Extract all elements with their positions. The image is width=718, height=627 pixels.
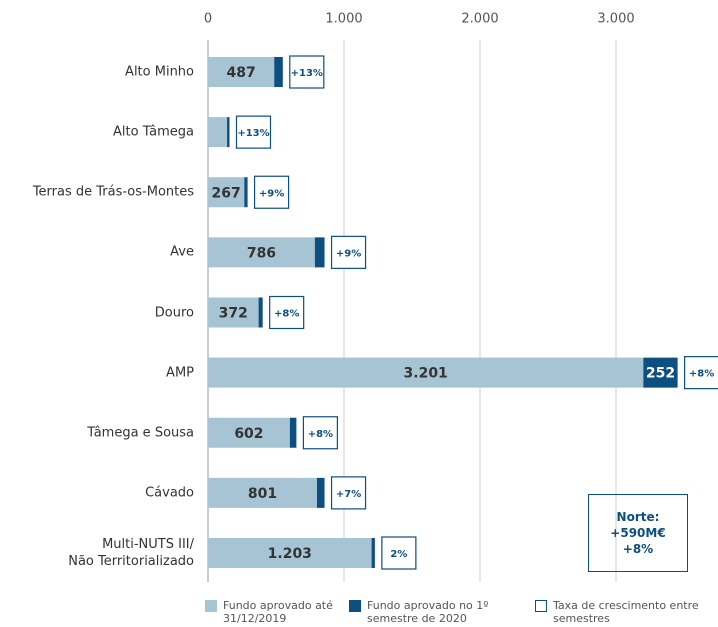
bar <box>208 57 275 87</box>
growth-box <box>684 356 718 390</box>
category-label: Alto Tâmega <box>113 124 194 140</box>
growth-label: +9% <box>259 188 284 199</box>
growth-label: +9% <box>336 248 361 259</box>
value-label: 1.203 <box>268 546 312 562</box>
category-label: Douro <box>154 305 194 320</box>
legend-swatch <box>205 600 217 612</box>
legend-label: Taxa de crescimento entre semestres <box>553 599 699 625</box>
category-label: Ave <box>170 244 194 260</box>
bar <box>208 117 228 148</box>
bar <box>227 117 230 148</box>
value-label: 252 <box>646 366 675 382</box>
bar <box>244 177 248 208</box>
growth-label: +13% <box>237 128 269 139</box>
value-label: 372 <box>219 306 248 322</box>
growth-label: +7% <box>336 489 361 500</box>
growth-box <box>269 295 305 330</box>
legend-swatch <box>535 600 547 612</box>
bar <box>208 297 259 328</box>
category-label: Terras de Trás-os-Montes <box>32 184 194 200</box>
annotation-box: Norte: +590M€ +8% <box>588 494 688 572</box>
category-label: Tâmega e Sousa <box>87 425 194 441</box>
value-label: 602 <box>234 426 263 442</box>
bar <box>316 477 325 508</box>
bar <box>208 417 290 448</box>
legend-swatch <box>349 600 361 612</box>
legend-label: Fundo aprovado até 31/12/2019 <box>223 599 333 625</box>
bar <box>208 177 245 208</box>
bar <box>274 57 283 87</box>
x-tick-label: 3.000 <box>597 12 634 27</box>
x-tick-label: 0 <box>204 12 212 27</box>
growth-label: +8% <box>274 309 299 320</box>
bar <box>289 417 297 448</box>
bar <box>208 357 644 388</box>
bar <box>371 538 375 568</box>
legend-item: Taxa de crescimento entre semestres <box>535 599 713 625</box>
growth-box <box>302 416 338 450</box>
x-tick-label: 1.000 <box>325 12 362 27</box>
x-tick-label: 2.000 <box>461 12 498 27</box>
category-label: Cávado <box>145 485 194 501</box>
category-label: AMP <box>166 365 194 381</box>
legend-item: Fundo aprovado no 1º semestre de 2020 <box>349 599 507 625</box>
bar <box>208 237 315 268</box>
growth-label: 2% <box>390 549 407 560</box>
bar <box>314 237 325 268</box>
value-label: 267 <box>212 185 241 201</box>
value-label: 786 <box>247 245 276 261</box>
growth-label: +8% <box>689 369 714 380</box>
value-label: 801 <box>248 486 277 502</box>
category-label: Alto Minho <box>125 64 194 80</box>
value-label: 3.201 <box>404 366 448 382</box>
bar <box>208 538 372 568</box>
annotation-line: +590M€ <box>610 526 666 540</box>
value-label: 487 <box>226 65 255 81</box>
legend-label: Fundo aprovado no 1º semestre de 2020 <box>367 599 489 625</box>
growth-box <box>235 115 272 149</box>
growth-box <box>330 476 367 510</box>
legend-item: Fundo aprovado até 31/12/2019 <box>205 599 333 625</box>
growth-label: +13% <box>291 68 323 79</box>
annotation-line: +8% <box>622 542 654 556</box>
growth-box <box>330 235 367 269</box>
category-label: Multi-NUTS III/ Não Territorializado <box>68 537 194 569</box>
bar <box>643 357 678 388</box>
growth-box <box>253 175 290 209</box>
annotation-line: Norte: <box>616 510 660 524</box>
growth-box <box>381 536 417 570</box>
bar <box>208 477 317 508</box>
growth-label: +8% <box>308 429 333 440</box>
bar <box>258 297 263 328</box>
growth-box <box>289 55 325 89</box>
